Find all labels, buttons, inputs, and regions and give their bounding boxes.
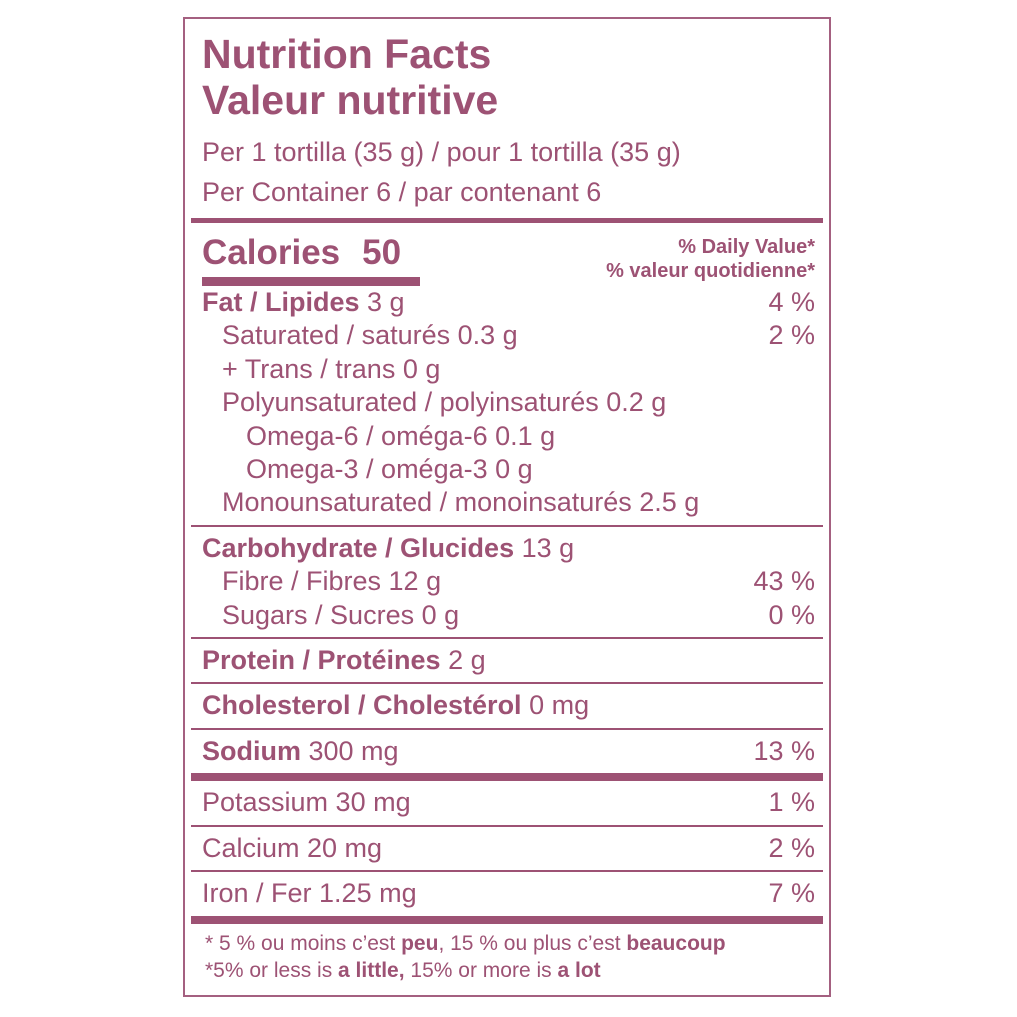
nutrition-facts-label: Nutrition Facts Valeur nutritive Per 1 t… [183, 17, 831, 997]
nutrient-row-iron: Iron / Fer 1.25 mg 7 % [202, 878, 815, 909]
separator-thin [191, 524, 823, 527]
separator-thin [191, 727, 823, 730]
separator-medium [191, 218, 823, 223]
daily-value-heading: % Daily Value* % valeur quotidienne* [606, 233, 815, 283]
title-french: Valeur nutritive [202, 77, 499, 123]
nutrient-row-fibre: Fibre / Fibres 12 g 43 % [222, 566, 815, 597]
separator-thick [191, 915, 823, 924]
servings-per-container-line: Per Container 6 / par contenant 6 [202, 177, 602, 207]
title-english: Nutrition Facts [202, 31, 492, 77]
nutrient-row-cholesterol: Cholesterol / Cholestérol 0 mg [202, 690, 590, 721]
calories-underline-bar [202, 277, 420, 286]
calories-label: Calories [202, 233, 341, 272]
daily-value-heading-en: % Daily Value* [678, 236, 815, 258]
daily-value-heading-fr: % valeur quotidienne* [606, 260, 815, 282]
footnote-french: * 5 % ou moins c’est peu, 15 % ou plus c… [205, 931, 726, 955]
nutrient-row-potassium: Potassium 30 mg 1 % [202, 787, 815, 818]
nutrient-row-sugars: Sugars / Sucres 0 g 0 % [222, 599, 815, 630]
nutrient-row-monounsaturated: Monounsaturated / monoinsaturés 2.5 g [222, 487, 700, 518]
nutrient-row-sodium: Sodium 300 mg 13 % [202, 735, 815, 766]
separator-thin [191, 824, 823, 827]
calories-section: Calories 50 % Daily Value* % valeur quoti… [185, 233, 829, 286]
nutrient-row-fat: Fat / Lipides 3 g 4 % [202, 287, 815, 317]
serving-size-line: Per 1 tortilla (35 g) / pour 1 tortilla … [202, 137, 681, 167]
calories-value: 50 [362, 233, 402, 272]
nutrient-row-calcium: Calcium 20 mg 2 % [202, 832, 815, 863]
separator-thick [191, 773, 823, 782]
nutrient-row-carbohydrate: Carbohydrate / Glucides 13 g [202, 532, 575, 563]
nutrient-row-trans: + Trans / trans 0 g [222, 353, 441, 384]
footnote-english: *5% or less is a little, 15% or more is … [205, 958, 601, 982]
separator-thin [191, 637, 823, 640]
separator-thin [191, 870, 823, 873]
separator-thin [191, 682, 823, 685]
nutrient-row-omega6: Omega-6 / oméga-6 0.1 g [246, 420, 556, 451]
daily-value-footnote: * 5 % ou moins c’est peu, 15 % ou plus c… [185, 930, 829, 984]
nutrient-row-protein: Protein / Protéines 2 g [202, 645, 486, 676]
nutrient-row-polyunsaturated: Polyunsaturated / polyinsaturés 0.2 g [222, 387, 667, 418]
nutrient-row-saturated: Saturated / saturés 0.3 g 2 % [222, 320, 815, 351]
nutrient-row-omega3: Omega-3 / oméga-3 0 g [246, 454, 533, 485]
calories-row: Calories 50 [202, 233, 420, 273]
